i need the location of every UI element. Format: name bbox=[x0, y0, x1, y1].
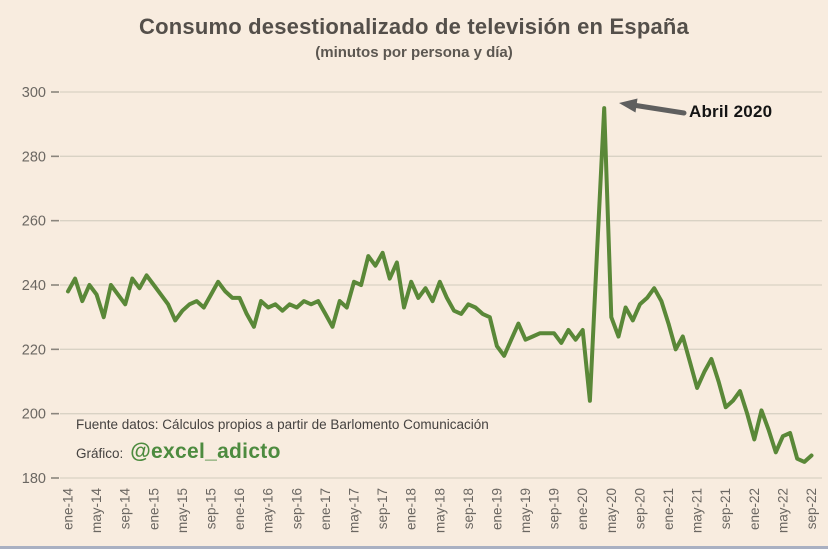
svg-text:sep-17: sep-17 bbox=[375, 488, 390, 529]
svg-text:ene-14: ene-14 bbox=[61, 488, 76, 531]
x-axis-labels: ene-14 may-14 sep-14 ene-15 may-15 sep-15 ene-… bbox=[61, 488, 820, 534]
window-bottom-edge bbox=[0, 546, 828, 549]
svg-text:sep-14: sep-14 bbox=[118, 488, 133, 530]
svg-text:may-16: may-16 bbox=[261, 488, 276, 533]
svg-text:may-20: may-20 bbox=[604, 488, 619, 533]
svg-text:may-17: may-17 bbox=[346, 488, 361, 533]
credit-note: Gráfico: @excel_adicto bbox=[76, 440, 281, 464]
svg-text:200: 200 bbox=[22, 407, 46, 423]
svg-text:240: 240 bbox=[22, 278, 46, 294]
y-axis-labels: 180 200 220 240 260 280 300 bbox=[22, 85, 46, 487]
svg-text:180: 180 bbox=[22, 471, 46, 487]
svg-text:ene-16: ene-16 bbox=[232, 488, 247, 530]
data-series-line bbox=[66, 106, 814, 464]
svg-text:ene-15: ene-15 bbox=[146, 488, 161, 530]
source-note: Fuente datos: Cálculos propios a partir … bbox=[76, 417, 489, 432]
svg-text:may-19: may-19 bbox=[518, 488, 533, 533]
svg-text:sep-21: sep-21 bbox=[718, 488, 733, 529]
svg-text:260: 260 bbox=[22, 214, 46, 230]
credit-handle: @excel_adicto bbox=[130, 440, 281, 463]
chart-subtitle: (minutos por persona y día) bbox=[315, 44, 513, 61]
svg-text:ene-22: ene-22 bbox=[747, 488, 762, 530]
svg-text:may-18: may-18 bbox=[432, 488, 447, 533]
svg-text:220: 220 bbox=[22, 342, 46, 358]
annotation-arrow-icon bbox=[619, 98, 687, 116]
svg-text:ene-18: ene-18 bbox=[404, 488, 419, 530]
svg-text:ene-21: ene-21 bbox=[661, 488, 676, 530]
svg-text:ene-17: ene-17 bbox=[318, 488, 333, 530]
svg-text:may-21: may-21 bbox=[690, 488, 705, 533]
svg-text:280: 280 bbox=[22, 149, 46, 165]
svg-text:ene-19: ene-19 bbox=[489, 488, 504, 530]
chart-title: Consumo desestionalizado de televisión e… bbox=[139, 14, 689, 39]
svg-text:ene-20: ene-20 bbox=[575, 488, 590, 530]
svg-text:sep-20: sep-20 bbox=[632, 488, 647, 529]
svg-text:sep-18: sep-18 bbox=[461, 488, 476, 529]
gridlines bbox=[60, 91, 822, 479]
svg-text:may-15: may-15 bbox=[175, 488, 190, 533]
svg-text:sep-15: sep-15 bbox=[203, 488, 218, 529]
y-axis-ticks bbox=[51, 91, 59, 479]
svg-text:may-22: may-22 bbox=[775, 488, 790, 533]
annotation-label: Abril 2020 bbox=[689, 102, 773, 121]
svg-text:sep-22: sep-22 bbox=[804, 488, 819, 529]
credit-prefix: Gráfico: bbox=[76, 446, 124, 461]
svg-text:sep-19: sep-19 bbox=[547, 488, 562, 529]
svg-text:300: 300 bbox=[22, 85, 46, 101]
svg-text:sep-16: sep-16 bbox=[289, 488, 304, 529]
svg-text:may-14: may-14 bbox=[89, 488, 104, 534]
